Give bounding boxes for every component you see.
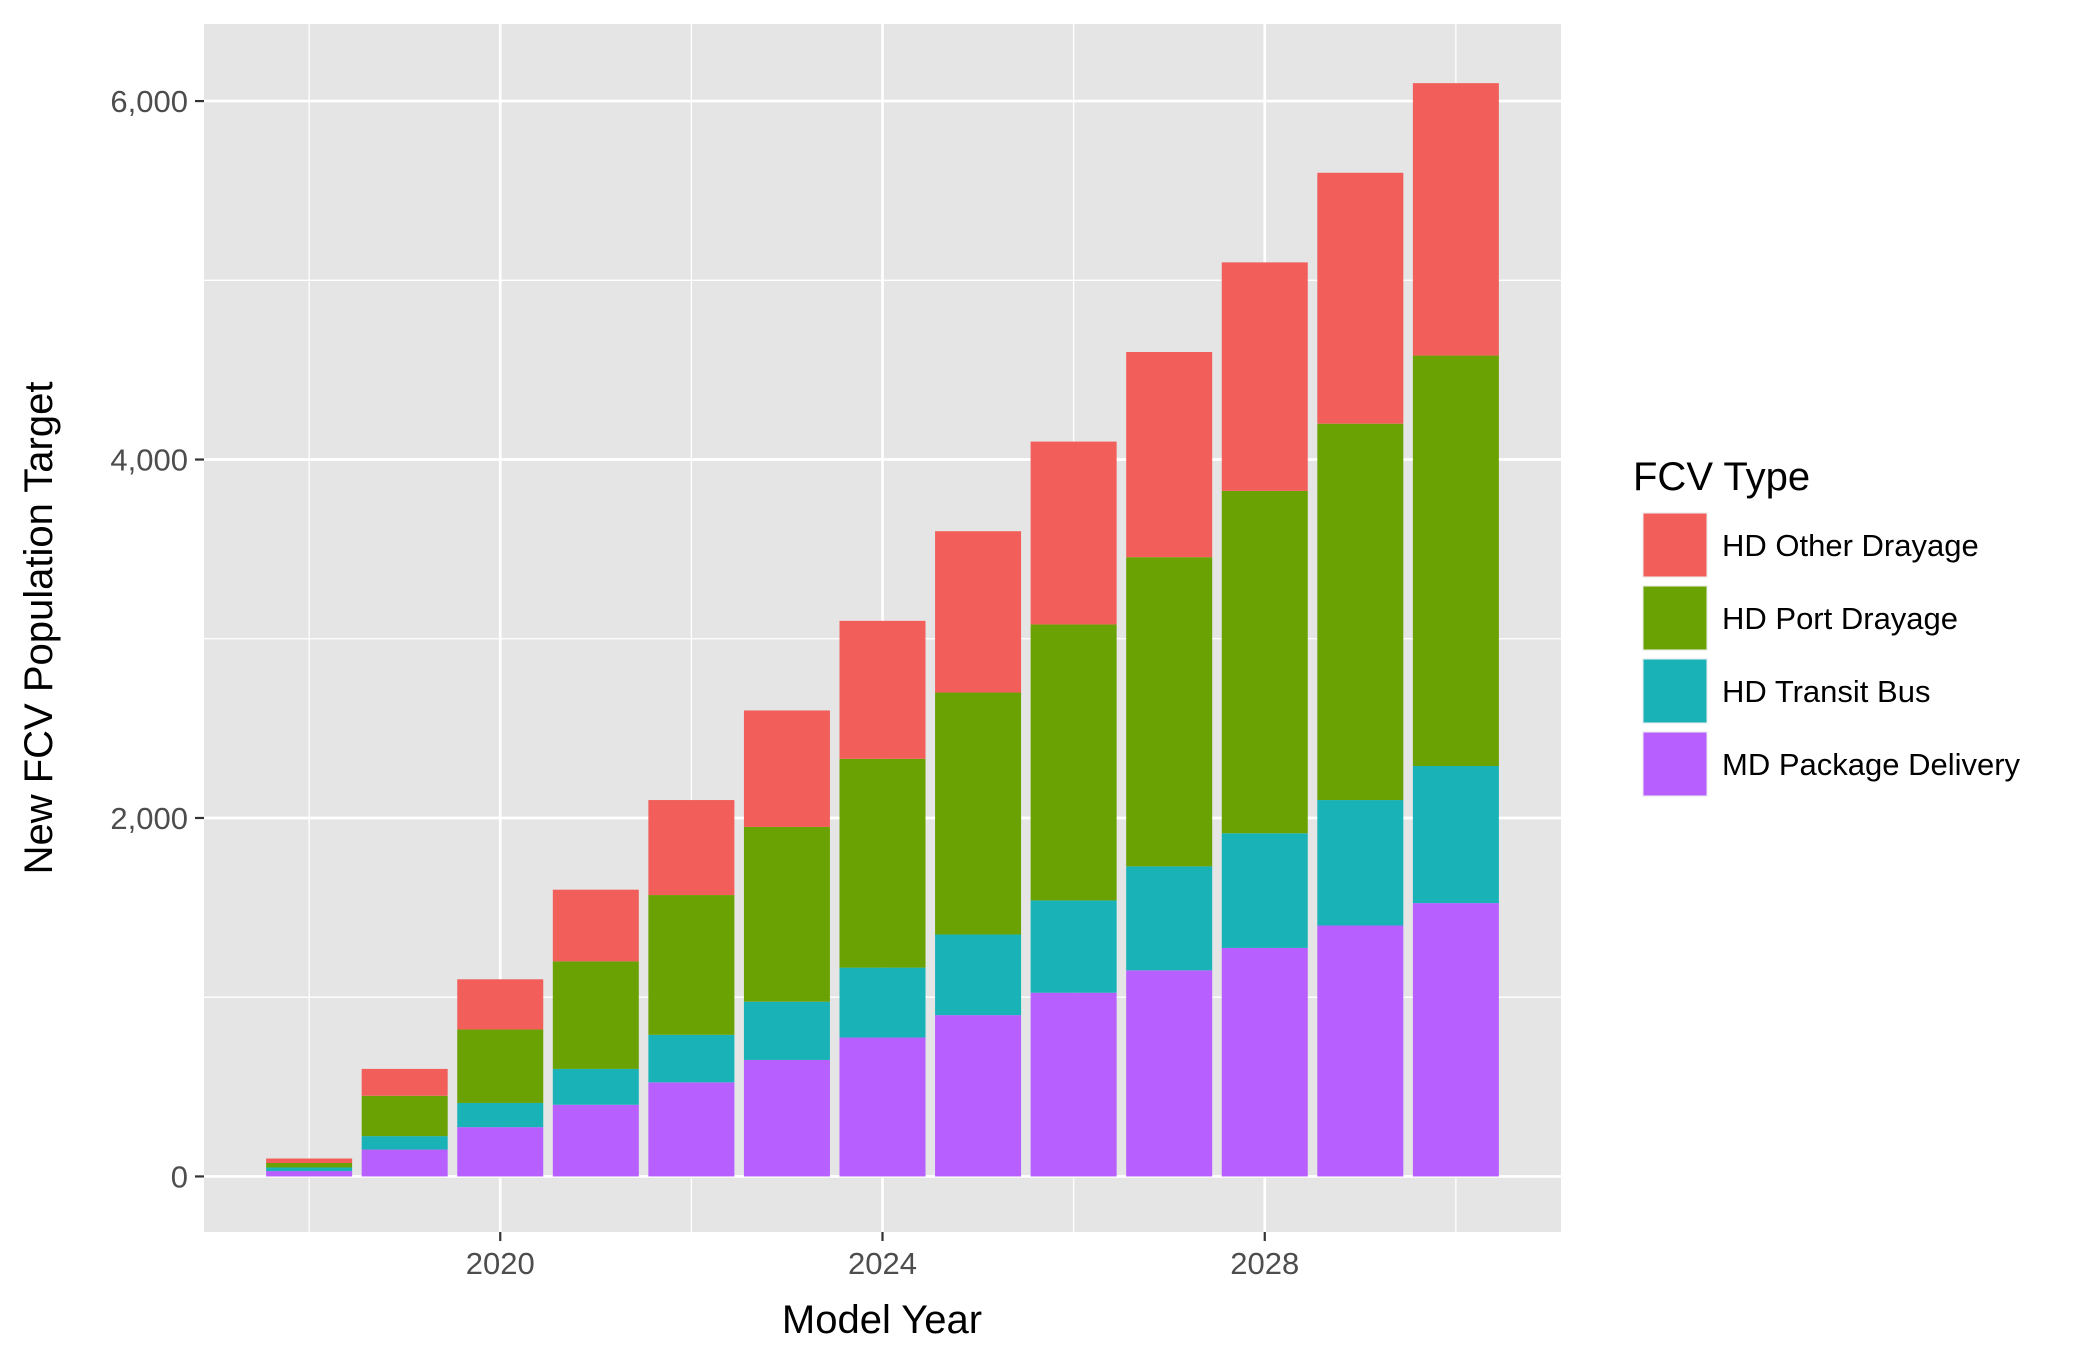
bar-hd-transit-bus-2030 (1412, 766, 1499, 904)
bar-hd-other-drayage-2024 (839, 620, 926, 759)
bar-hd-port-drayage-2026 (1030, 624, 1117, 901)
bar-md-package-delivery-2023 (743, 1059, 830, 1177)
bar-hd-transit-bus-2027 (1126, 866, 1213, 971)
bar-md-package-delivery-2028 (1221, 947, 1308, 1177)
bar-md-package-delivery-2021 (552, 1104, 639, 1177)
bar-md-package-delivery-2019 (361, 1149, 448, 1177)
bar-hd-port-drayage-2020 (457, 1029, 544, 1103)
bar-hd-other-drayage-2018 (266, 1158, 353, 1163)
bar-md-package-delivery-2026 (1030, 992, 1117, 1177)
x-tick-label: 2024 (848, 1246, 917, 1281)
legend-swatch-hd-transit-bus (1643, 659, 1707, 723)
legend-title: FCV Type (1633, 455, 1810, 499)
bar-md-package-delivery-2025 (935, 1015, 1022, 1177)
bar-hd-port-drayage-2029 (1317, 423, 1404, 801)
bar-hd-transit-bus-2019 (361, 1136, 448, 1150)
bar-hd-port-drayage-2028 (1221, 490, 1308, 834)
bar-hd-transit-bus-2018 (266, 1167, 353, 1172)
bar-hd-port-drayage-2027 (1126, 557, 1213, 867)
x-axis-title: Model Year (782, 1298, 982, 1342)
bar-hd-other-drayage-2023 (743, 710, 830, 827)
legend-items: HD Other Drayage HD Port Drayage HD Transi… (1642, 512, 2021, 797)
bar-hd-transit-bus-2028 (1221, 833, 1308, 948)
x-axis: 2020 2024 2028 (466, 1232, 1299, 1281)
bar-md-package-delivery-2024 (839, 1037, 926, 1177)
legend-label-hd-other-drayage: HD Other Drayage (1722, 528, 1979, 563)
bar-md-package-delivery-2030 (1412, 903, 1499, 1177)
bar-hd-transit-bus-2023 (743, 1001, 830, 1060)
y-axis-title: New FCV Population Target (17, 382, 61, 875)
bar-hd-port-drayage-2021 (552, 961, 639, 1069)
bar-hd-transit-bus-2025 (935, 934, 1022, 1016)
y-tick-label: 6,000 (110, 84, 188, 119)
bar-hd-port-drayage-2022 (648, 895, 735, 1035)
y-axis: 0 2,000 4,000 6,000 (110, 84, 204, 1194)
legend-swatch-md-package-delivery (1643, 732, 1707, 796)
bar-md-package-delivery-2029 (1317, 925, 1404, 1177)
bar-hd-port-drayage-2019 (361, 1095, 448, 1137)
bar-hd-other-drayage-2022 (648, 800, 735, 896)
bar-hd-port-drayage-2018 (266, 1162, 353, 1168)
x-tick-label: 2028 (1230, 1246, 1299, 1281)
bar-md-package-delivery-2022 (648, 1082, 735, 1177)
bar-hd-transit-bus-2029 (1317, 800, 1404, 926)
legend: FCV Type HD Other Drayage HD Port Drayage… (1633, 455, 2021, 797)
bar-hd-other-drayage-2026 (1030, 441, 1117, 625)
bar-hd-other-drayage-2020 (457, 979, 544, 1030)
bars (266, 83, 1499, 1177)
bar-hd-other-drayage-2030 (1412, 83, 1499, 356)
legend-label-hd-transit-bus: HD Transit Bus (1722, 674, 1930, 709)
bar-hd-transit-bus-2020 (457, 1102, 544, 1128)
bar-hd-other-drayage-2029 (1317, 172, 1404, 424)
bar-hd-port-drayage-2025 (935, 692, 1022, 935)
bar-hd-port-drayage-2023 (743, 826, 830, 1002)
bar-hd-transit-bus-2026 (1030, 900, 1117, 993)
bar-hd-other-drayage-2028 (1221, 262, 1308, 491)
y-tick-label: 4,000 (110, 443, 188, 478)
legend-label-hd-port-drayage: HD Port Drayage (1722, 601, 1958, 636)
bar-hd-port-drayage-2024 (839, 758, 926, 968)
y-tick-label: 0 (171, 1159, 188, 1194)
bar-hd-port-drayage-2030 (1412, 355, 1499, 767)
bar-hd-transit-bus-2024 (839, 967, 926, 1038)
bar-hd-transit-bus-2021 (552, 1068, 639, 1105)
bar-hd-other-drayage-2025 (935, 531, 1022, 693)
legend-swatch-hd-port-drayage (1643, 586, 1707, 650)
bar-hd-other-drayage-2019 (361, 1068, 448, 1096)
bar-md-package-delivery-2020 (457, 1127, 544, 1177)
y-tick-label: 2,000 (110, 801, 188, 836)
bar-hd-other-drayage-2021 (552, 889, 639, 962)
bar-md-package-delivery-2027 (1126, 970, 1213, 1177)
bar-md-package-delivery-2018 (266, 1171, 353, 1177)
legend-swatch-hd-other-drayage (1643, 513, 1707, 577)
bar-hd-other-drayage-2027 (1126, 351, 1213, 558)
bar-hd-transit-bus-2022 (648, 1034, 735, 1083)
x-tick-label: 2020 (466, 1246, 535, 1281)
legend-label-md-package-delivery: MD Package Delivery (1722, 747, 2021, 782)
